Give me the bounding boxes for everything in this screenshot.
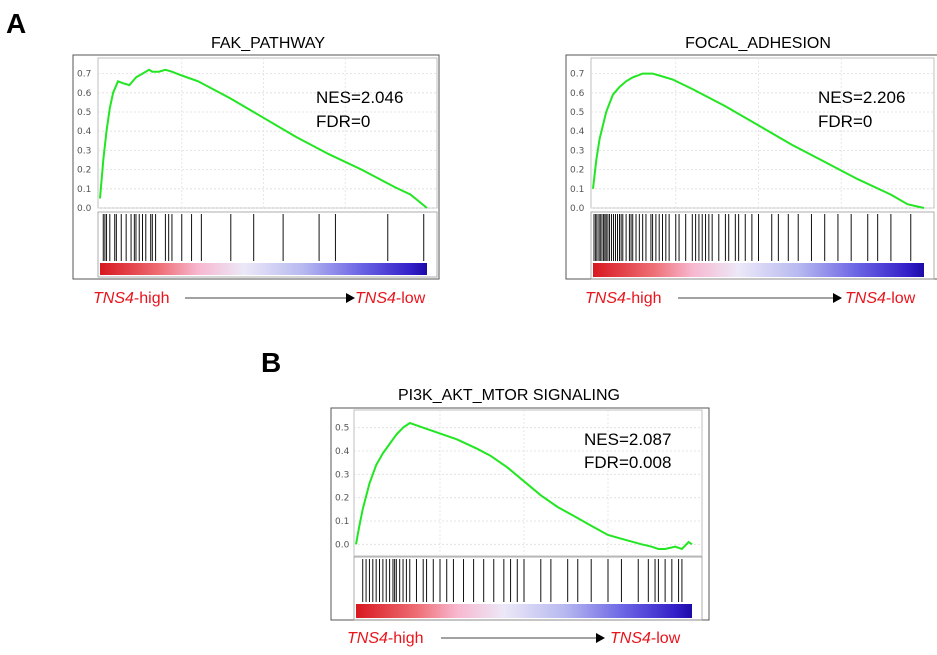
y-tick-label: 0.5 bbox=[335, 424, 349, 434]
y-tick-label: 0.5 bbox=[570, 108, 584, 118]
rank-label-high: TNS4-high bbox=[93, 290, 169, 307]
y-tick-label: 0.7 bbox=[77, 70, 91, 80]
y-tick-label: 0.0 bbox=[570, 204, 585, 214]
y-tick-label: 0.2 bbox=[335, 494, 349, 504]
panel-label-b: B bbox=[261, 347, 281, 378]
y-tick-label: 0.0 bbox=[77, 204, 92, 214]
enrichment-score-line bbox=[355, 421, 693, 551]
rank-arrow-head bbox=[833, 293, 842, 303]
chart-title: FAK_PATHWAY bbox=[211, 35, 325, 52]
y-tick-label: 0.7 bbox=[570, 70, 584, 80]
y-tick-label: 0.3 bbox=[335, 470, 349, 480]
y-tick-label: 0.0 bbox=[335, 540, 350, 550]
rank-label-high: TNS4-high bbox=[585, 290, 661, 307]
rank-arrow-head bbox=[346, 293, 355, 303]
y-tick-label: 0.4 bbox=[77, 127, 92, 137]
nes-text: NES=2.046 bbox=[316, 88, 403, 107]
chart-title: PI3K_AKT_MTOR SIGNALING bbox=[398, 387, 620, 404]
hit-area-frame bbox=[97, 211, 438, 278]
rank-label-low: TNS4-low bbox=[355, 290, 426, 307]
plot-area-frame bbox=[590, 57, 935, 209]
plot-area-frame bbox=[353, 409, 703, 557]
rank-label-low: TNS4-low bbox=[610, 630, 681, 647]
y-tick-label: 0.1 bbox=[570, 185, 584, 195]
panel-label-a: A bbox=[6, 8, 26, 39]
hit-area-frame bbox=[353, 556, 703, 621]
gsea-plot-focal-adhesion: FOCAL_ADHESION 0.0 0.1 0.2 0.3 0.4 0.5 0.6 0.7 NE… bbox=[565, 35, 937, 307]
nes-text: NES=2.206 bbox=[818, 88, 905, 107]
y-tick-label: 0.4 bbox=[570, 127, 585, 137]
y-tick-label: 0.5 bbox=[77, 108, 91, 118]
fdr-text: FDR=0.008 bbox=[584, 453, 671, 472]
y-tick-label: 0.2 bbox=[570, 166, 584, 176]
gsea-plot-pi3k-akt-mtor: PI3K_AKT_MTOR SIGNALING 0.0 0.1 0.2 0.3 0.4 0.… bbox=[330, 387, 710, 647]
enrichment-score-line bbox=[99, 68, 428, 209]
y-tick-label: 0.3 bbox=[570, 146, 584, 156]
y-tick-label: 0.6 bbox=[77, 89, 92, 99]
ranked-list-colorbar bbox=[100, 263, 427, 275]
fdr-text: FDR=0 bbox=[316, 112, 370, 131]
chart-frame bbox=[330, 407, 710, 621]
y-tick-label: 0.1 bbox=[77, 185, 91, 195]
hit-area-frame bbox=[590, 211, 935, 280]
nes-text: NES=2.087 bbox=[584, 430, 671, 449]
enrichment-score-line bbox=[592, 72, 925, 209]
y-tick-label: 0.4 bbox=[335, 447, 350, 457]
y-tick-label: 0.3 bbox=[77, 146, 91, 156]
ranked-list-colorbar bbox=[356, 604, 692, 618]
ranked-list-colorbar bbox=[593, 263, 924, 277]
y-tick-label: 0.6 bbox=[570, 89, 585, 99]
rank-label-high: TNS4-high bbox=[347, 630, 423, 647]
y-tick-label: 0.2 bbox=[77, 166, 91, 176]
chart-title: FOCAL_ADHESION bbox=[685, 35, 831, 52]
fdr-text: FDR=0 bbox=[818, 112, 872, 131]
gsea-plot-fak-pathway: FAK_PATHWAY 0.0 0.1 0.2 0.3 0.4 0.5 0.6 0.7 NES=2… bbox=[72, 35, 440, 307]
rank-arrow-head bbox=[596, 633, 605, 643]
y-tick-label: 0.1 bbox=[335, 517, 349, 527]
rank-label-low: TNS4-low bbox=[845, 290, 916, 307]
